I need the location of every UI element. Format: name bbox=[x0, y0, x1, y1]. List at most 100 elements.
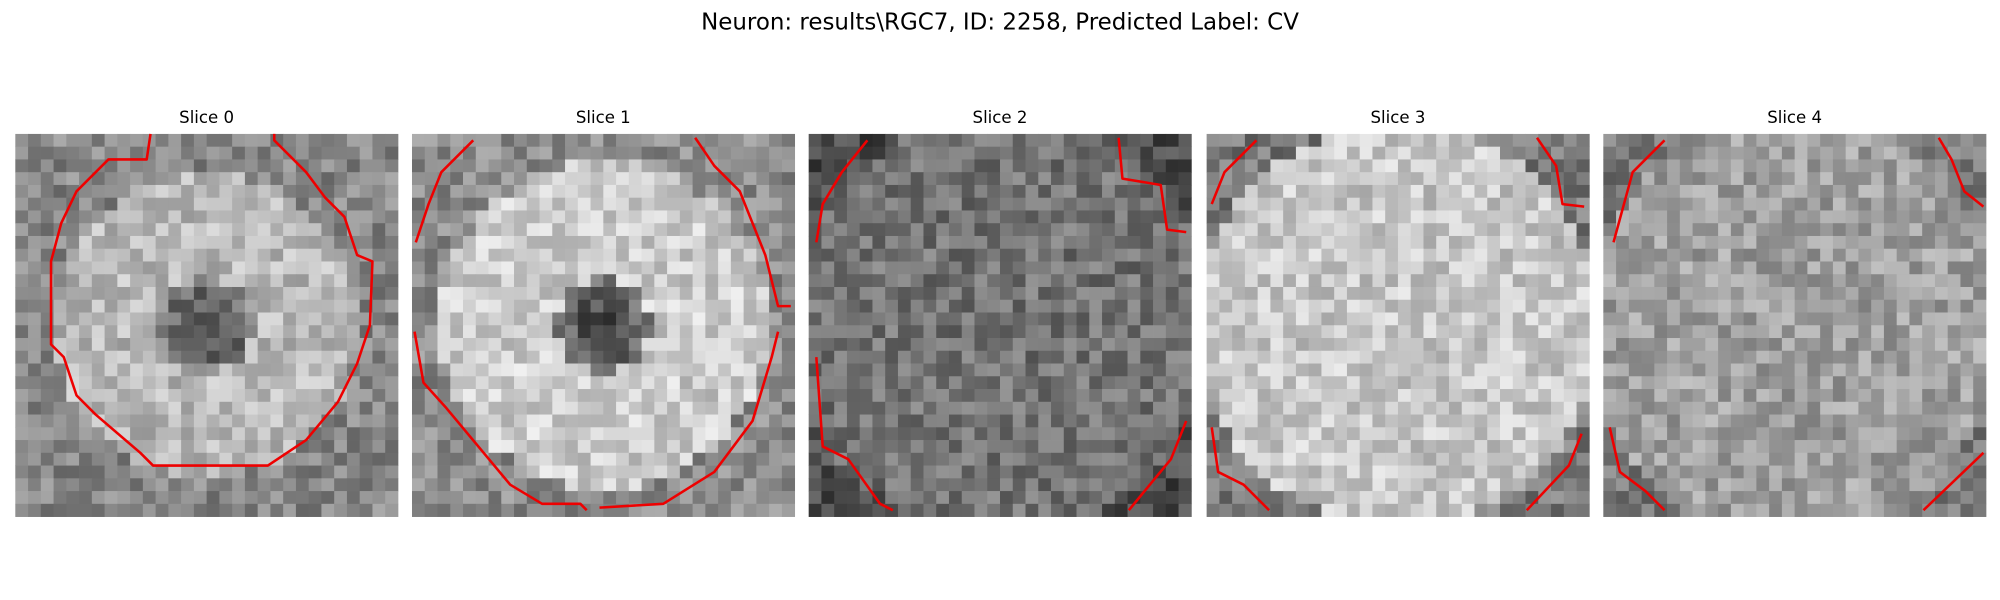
pixel bbox=[437, 235, 451, 250]
pixel bbox=[1410, 299, 1424, 313]
pixel bbox=[1769, 261, 1783, 275]
pixel bbox=[552, 376, 566, 390]
pixel bbox=[1563, 248, 1577, 262]
pixel bbox=[117, 325, 131, 339]
pixel bbox=[142, 223, 156, 237]
pixel bbox=[450, 427, 464, 441]
pixel bbox=[1832, 261, 1847, 275]
pixel bbox=[1525, 478, 1539, 492]
pixel bbox=[1461, 427, 1475, 441]
pixel bbox=[1219, 363, 1233, 377]
pixel bbox=[1219, 312, 1233, 326]
pixel bbox=[743, 286, 757, 301]
pixel bbox=[257, 465, 271, 479]
pixel bbox=[130, 414, 144, 428]
pixel bbox=[834, 172, 848, 186]
pixel bbox=[1140, 440, 1154, 454]
pixel bbox=[1308, 184, 1322, 199]
pixel bbox=[834, 286, 848, 301]
pixel bbox=[1947, 286, 1961, 301]
pixel bbox=[654, 452, 668, 466]
pixel bbox=[168, 376, 182, 390]
pixel bbox=[283, 184, 297, 199]
pixel bbox=[1500, 478, 1514, 492]
pixel bbox=[1603, 401, 1617, 415]
pixel bbox=[1654, 363, 1668, 377]
pixel bbox=[1525, 414, 1539, 428]
pixel bbox=[193, 223, 208, 237]
pixel bbox=[193, 363, 208, 377]
pixel bbox=[1832, 197, 1847, 211]
pixel bbox=[628, 338, 642, 352]
pixel bbox=[1232, 286, 1246, 301]
pixel bbox=[974, 210, 988, 224]
pixel bbox=[756, 299, 770, 313]
pixel bbox=[142, 478, 156, 492]
pixel bbox=[1257, 286, 1271, 301]
pixel bbox=[948, 286, 963, 301]
pixel bbox=[1845, 414, 1859, 428]
pixel bbox=[1641, 478, 1655, 492]
pixel bbox=[1385, 286, 1399, 301]
pixel bbox=[514, 389, 528, 403]
pixel bbox=[923, 133, 937, 148]
pixel bbox=[1576, 376, 1590, 390]
pixel bbox=[1025, 197, 1039, 211]
pixel bbox=[1909, 248, 1923, 262]
pixel bbox=[1295, 146, 1310, 160]
pixel bbox=[28, 312, 42, 326]
pixel bbox=[885, 440, 899, 454]
pixel bbox=[1140, 414, 1154, 428]
pixel bbox=[475, 286, 489, 301]
pixel bbox=[15, 248, 29, 262]
pixel bbox=[1102, 235, 1116, 250]
pixel bbox=[1832, 338, 1847, 352]
pixel bbox=[897, 172, 912, 186]
pixel bbox=[66, 478, 80, 492]
pixel bbox=[1756, 223, 1770, 237]
pixel bbox=[130, 274, 144, 288]
pixel bbox=[718, 376, 732, 390]
pixel bbox=[616, 159, 630, 173]
pixel bbox=[923, 223, 937, 237]
pixel bbox=[1616, 376, 1630, 390]
pixel bbox=[130, 363, 144, 377]
pixel bbox=[1076, 452, 1090, 466]
pixel bbox=[1000, 478, 1014, 492]
pixel bbox=[372, 235, 386, 250]
pixel bbox=[1603, 491, 1617, 505]
pixel bbox=[270, 427, 284, 441]
pixel bbox=[1165, 133, 1179, 148]
pixel bbox=[1283, 350, 1297, 364]
pixel bbox=[1667, 210, 1681, 224]
pixel bbox=[372, 491, 386, 505]
pixel bbox=[1909, 414, 1923, 428]
pixel bbox=[1206, 491, 1220, 505]
pixel bbox=[961, 452, 975, 466]
pixel bbox=[1769, 184, 1783, 199]
pixel bbox=[1397, 465, 1412, 479]
pixel bbox=[974, 223, 988, 237]
pixel bbox=[1858, 325, 1872, 339]
pixel bbox=[206, 235, 220, 250]
pixel bbox=[66, 452, 80, 466]
pixel bbox=[1410, 427, 1424, 441]
pixel bbox=[910, 325, 924, 339]
pixel bbox=[1730, 376, 1745, 390]
pixel bbox=[475, 133, 489, 148]
pixel bbox=[654, 376, 668, 390]
pixel bbox=[705, 325, 719, 339]
pixel bbox=[1051, 389, 1065, 403]
pixel bbox=[1359, 159, 1373, 173]
pixel bbox=[193, 350, 208, 364]
pixel bbox=[910, 197, 924, 211]
pixel bbox=[948, 210, 963, 224]
pixel bbox=[257, 440, 271, 454]
pixel bbox=[232, 452, 246, 466]
pixel bbox=[667, 338, 681, 352]
pixel bbox=[40, 491, 54, 505]
pixel bbox=[821, 146, 835, 160]
pixel bbox=[692, 248, 706, 262]
pixel bbox=[1603, 286, 1617, 301]
pixel bbox=[1127, 184, 1141, 199]
